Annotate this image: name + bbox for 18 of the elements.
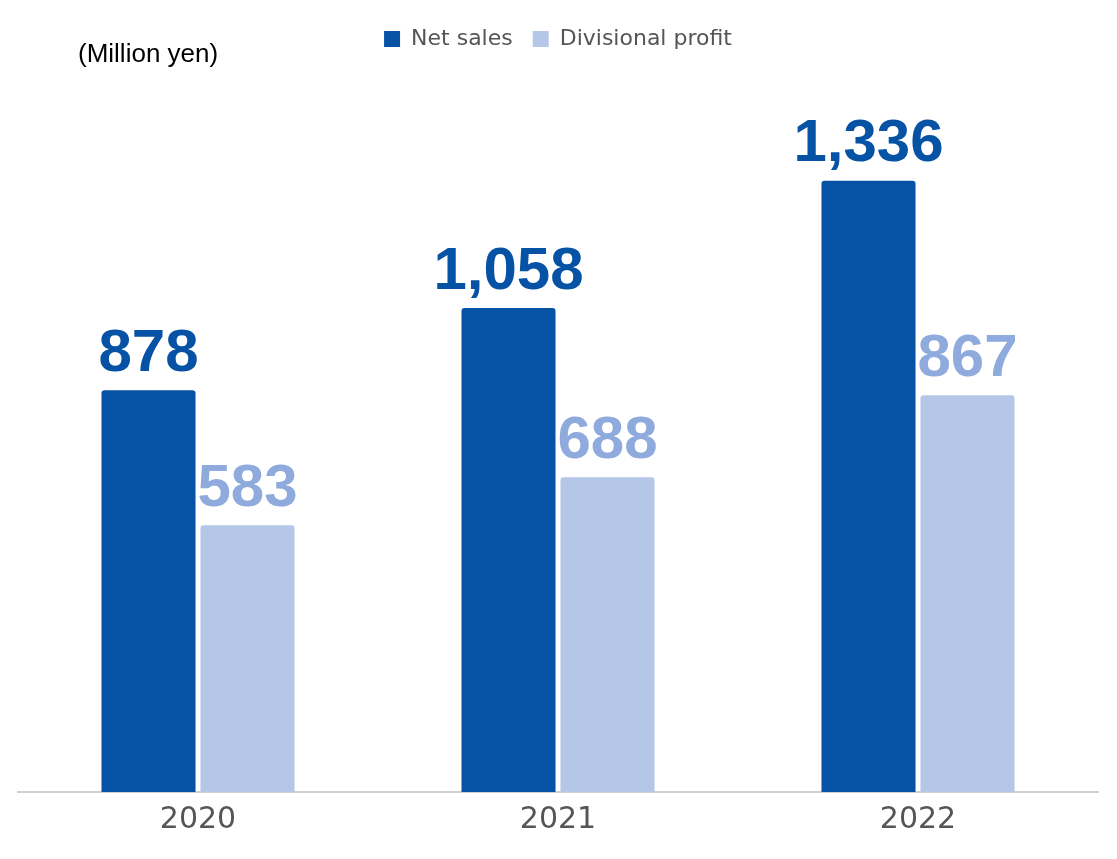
bar	[200, 525, 295, 792]
text: (Million yen)	[78, 38, 219, 69]
bar	[920, 395, 1015, 792]
x-tick-label: 2020	[159, 799, 237, 835]
data-label: 583	[197, 451, 298, 519]
bar	[101, 390, 196, 792]
bar	[560, 477, 655, 792]
bar	[821, 180, 916, 792]
x-tick-label: 2021	[519, 799, 597, 835]
bar	[461, 307, 556, 792]
data-label: 688	[557, 403, 658, 471]
data-label: 1,058	[433, 234, 584, 302]
x-tick-label: 2022	[879, 799, 957, 835]
data-label: 1,336	[793, 107, 944, 175]
data-label: 878	[98, 316, 199, 384]
legend-label: Divisional profit	[559, 24, 733, 50]
legend-label: Net sales	[411, 24, 513, 50]
data-label: 867	[917, 321, 1018, 389]
